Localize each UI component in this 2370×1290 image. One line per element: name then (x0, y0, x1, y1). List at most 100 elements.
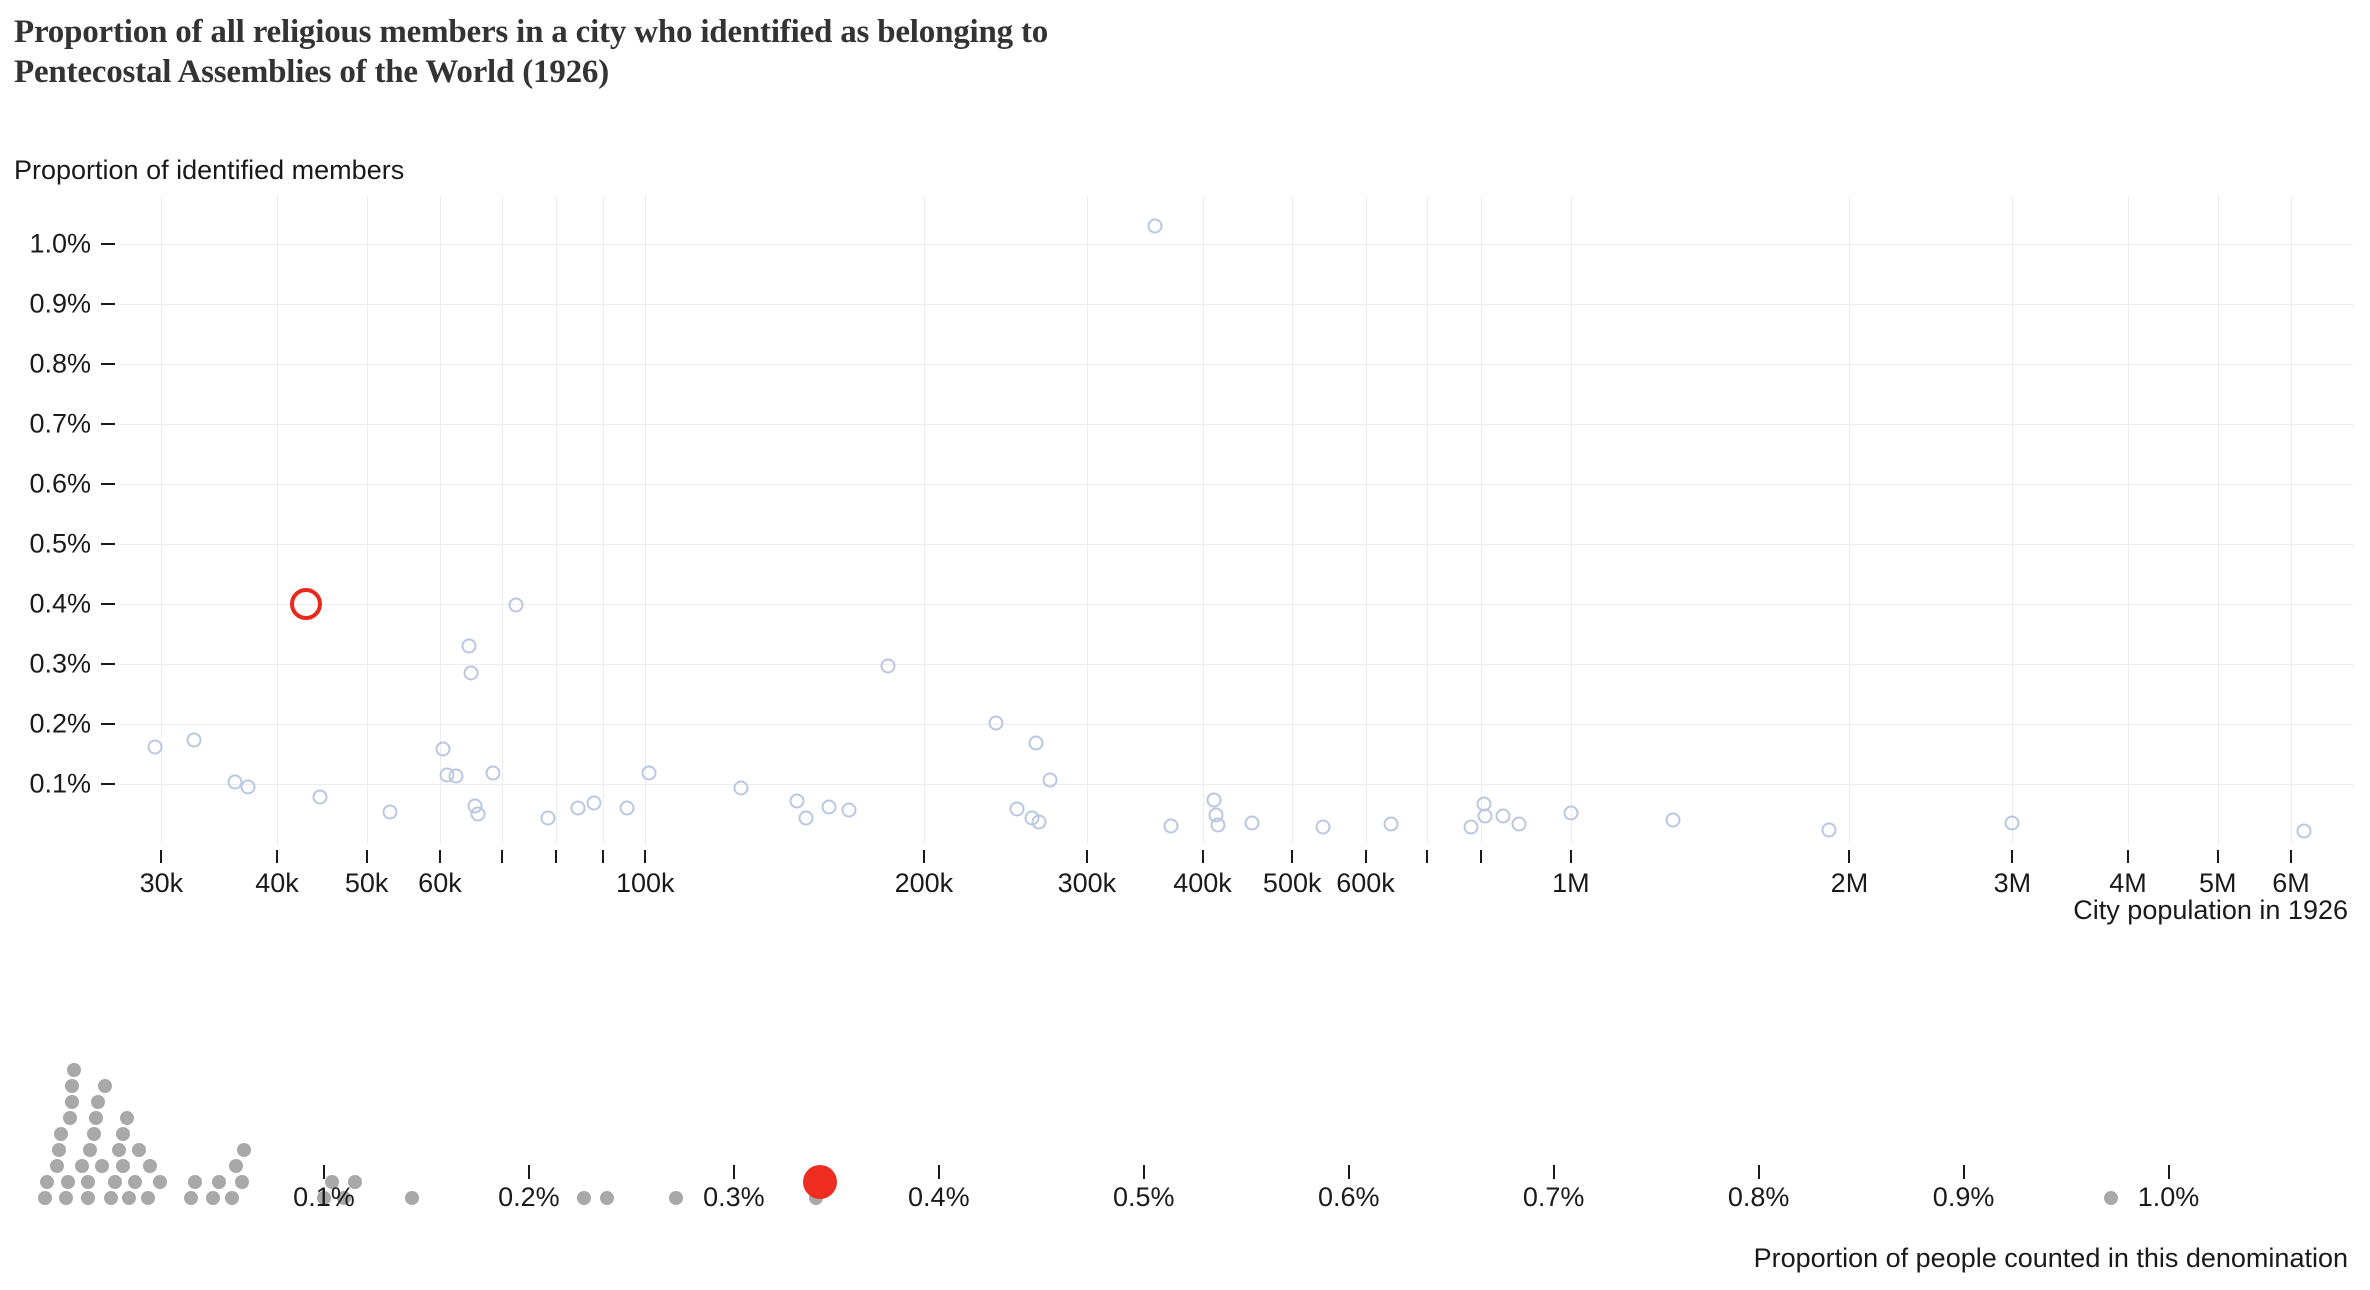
data-point[interactable] (382, 804, 398, 820)
data-point[interactable] (988, 715, 1003, 731)
data-point[interactable] (1563, 805, 1579, 821)
highlighted-data-point[interactable] (290, 588, 323, 620)
beeswarm-dot[interactable] (107, 1175, 122, 1189)
data-point[interactable] (1511, 816, 1527, 832)
beeswarm-dot[interactable] (183, 1191, 198, 1205)
beeswarm-dot[interactable] (64, 1095, 79, 1109)
data-point[interactable] (147, 739, 163, 755)
beeswarm-dot[interactable] (234, 1175, 249, 1189)
data-point[interactable] (789, 793, 805, 809)
data-point[interactable] (435, 741, 451, 757)
beeswarm-dot[interactable] (91, 1095, 106, 1109)
beeswarm-dot[interactable] (54, 1127, 69, 1141)
data-point[interactable] (1163, 818, 1179, 834)
beeswarm-dot[interactable] (2104, 1191, 2119, 1205)
data-point[interactable] (1042, 772, 1058, 788)
beeswarm-dot[interactable] (81, 1191, 96, 1205)
beeswarm-dot[interactable] (132, 1143, 147, 1157)
data-point[interactable] (186, 732, 202, 748)
beeswarm-dot[interactable] (66, 1063, 81, 1077)
beeswarm-dot[interactable] (347, 1175, 362, 1189)
beeswarm-dot[interactable] (89, 1111, 104, 1125)
beeswarm-dot[interactable] (236, 1143, 251, 1157)
data-point[interactable] (485, 765, 501, 781)
beeswarm-dot[interactable] (404, 1191, 419, 1205)
beeswarm-dot[interactable] (337, 1191, 352, 1205)
beeswarm-dot[interactable] (38, 1191, 53, 1205)
beeswarm-dot[interactable] (122, 1191, 137, 1205)
x-tick-label: 300k (1057, 868, 1117, 898)
beeswarm-dot[interactable] (87, 1127, 102, 1141)
data-point[interactable] (312, 789, 328, 805)
data-point[interactable] (508, 597, 524, 613)
data-point[interactable] (841, 802, 857, 818)
beeswarm-dot[interactable] (115, 1127, 130, 1141)
data-point[interactable] (448, 768, 464, 784)
data-point[interactable] (540, 810, 556, 826)
data-point[interactable] (463, 665, 479, 681)
beeswarm-dot[interactable] (140, 1191, 155, 1205)
beeswarm-dot[interactable] (40, 1175, 55, 1189)
x-gridline (602, 196, 604, 844)
data-point[interactable] (1383, 816, 1399, 832)
beeswarm-dot[interactable] (316, 1191, 331, 1205)
beeswarm-dot[interactable] (120, 1111, 135, 1125)
data-point[interactable] (733, 780, 749, 796)
beeswarm-dot[interactable] (128, 1175, 143, 1189)
data-point[interactable] (641, 765, 657, 781)
beeswarm-dot[interactable] (228, 1159, 243, 1173)
x-gridline (1292, 196, 1294, 844)
data-point[interactable] (1147, 218, 1163, 234)
data-point[interactable] (2296, 823, 2312, 839)
beeswarm-dot[interactable] (115, 1159, 130, 1173)
data-point[interactable] (1031, 814, 1047, 830)
data-point[interactable] (470, 806, 486, 822)
x-gridline (1202, 196, 1204, 844)
data-point[interactable] (570, 800, 586, 816)
data-point[interactable] (1315, 819, 1331, 835)
data-point[interactable] (1665, 812, 1681, 828)
beeswarm-dot[interactable] (212, 1175, 227, 1189)
beeswarm-dot[interactable] (111, 1143, 126, 1157)
data-point[interactable] (880, 658, 896, 674)
x-tick-mark (2290, 850, 2293, 863)
beeswarm-dot[interactable] (60, 1175, 75, 1189)
beeswarm-dot[interactable] (74, 1159, 89, 1173)
data-point[interactable] (1206, 792, 1222, 808)
beeswarm-dot[interactable] (325, 1175, 340, 1189)
beeswarm-dot[interactable] (577, 1191, 592, 1205)
data-point[interactable] (1821, 822, 1837, 838)
beeswarm-dot[interactable] (152, 1175, 167, 1189)
data-point[interactable] (1210, 817, 1226, 833)
data-point[interactable] (240, 779, 256, 795)
data-point[interactable] (1009, 801, 1025, 817)
beeswarm-dot[interactable] (50, 1159, 65, 1173)
data-point[interactable] (821, 799, 837, 815)
beeswarm-dot[interactable] (58, 1191, 73, 1205)
beeswarm-dot[interactable] (64, 1079, 79, 1093)
data-point[interactable] (1495, 808, 1511, 824)
data-point[interactable] (586, 795, 602, 811)
beeswarm-dot[interactable] (142, 1159, 157, 1173)
beeswarm-dot[interactable] (669, 1191, 684, 1205)
data-point[interactable] (461, 638, 477, 654)
data-point[interactable] (1463, 819, 1479, 835)
data-point[interactable] (1477, 808, 1493, 824)
beeswarm-dot[interactable] (52, 1143, 67, 1157)
beeswarm-dot[interactable] (103, 1191, 118, 1205)
beeswarm-dot[interactable] (187, 1175, 202, 1189)
data-point[interactable] (798, 810, 814, 826)
data-point[interactable] (1244, 815, 1260, 831)
data-point[interactable] (1028, 735, 1043, 751)
beeswarm-dot[interactable] (81, 1175, 96, 1189)
beeswarm-dot[interactable] (224, 1191, 239, 1205)
beeswarm-dot[interactable] (206, 1191, 221, 1205)
data-point[interactable] (619, 800, 635, 816)
beeswarm-dot[interactable] (62, 1111, 77, 1125)
data-point[interactable] (2004, 815, 2020, 831)
beeswarm-dot[interactable] (599, 1191, 614, 1205)
beeswarm-highlighted-dot[interactable] (802, 1165, 837, 1199)
beeswarm-dot[interactable] (83, 1143, 98, 1157)
beeswarm-dot[interactable] (97, 1079, 112, 1093)
beeswarm-dot[interactable] (95, 1159, 110, 1173)
